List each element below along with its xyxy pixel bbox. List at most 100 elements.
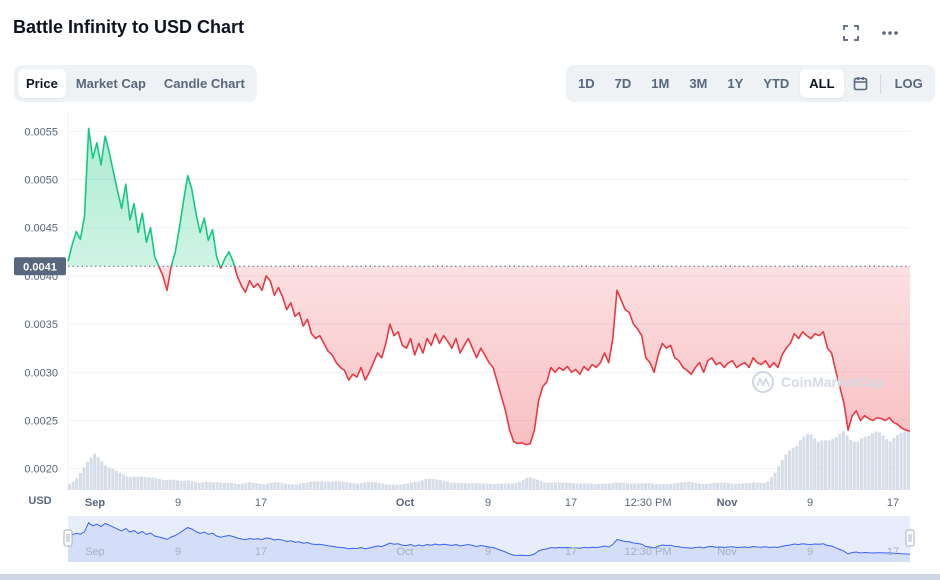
volume-bar [784,454,788,490]
volume-bar [392,484,395,490]
volume-bar [438,480,442,490]
volume-bar [500,483,503,490]
volume-bar [604,483,608,490]
volume-bar [381,483,385,490]
volume-bar [644,483,647,490]
volume-bar [363,482,367,490]
range-3m[interactable]: 3M [689,76,708,91]
volume-bar [219,482,223,490]
volume-bar [744,483,748,490]
volume-bar [471,483,475,490]
navigator-tick-label: Nov [717,546,737,558]
range-all[interactable]: ALL [800,69,844,98]
volume-bar [561,482,565,490]
volume-bar [269,482,273,490]
y-tick-label: 0.0030 [24,367,58,379]
volume-bar [856,441,860,490]
volume-bar [294,484,298,490]
volume-bar [694,482,698,490]
area-below-reference [68,266,910,445]
volume-bar [154,478,158,490]
x-tick-label: 17 [565,497,577,509]
volume-bar [334,481,338,490]
volume-bar [575,483,579,490]
volume-bar [536,479,539,490]
navigator-line [67,521,911,557]
volume-bar [233,483,237,490]
calendar-icon[interactable] [846,69,875,98]
volume-bar [777,466,781,490]
volume-bar [125,476,129,490]
more-dots-icon[interactable] [881,24,899,42]
toolbar-divider [879,73,881,94]
navigator-handle-left[interactable] [63,529,73,547]
volume-bar [183,480,187,490]
volume-bar [543,482,547,490]
volume-bar [485,483,489,490]
volume-bar [528,477,532,490]
tab-market-cap[interactable]: Market Cap [75,76,146,91]
volume-bar [431,478,435,490]
range-navigator: Sep 9 17 Oct 9 17 12:30 PM Nov 9 17 [63,516,915,562]
volume-bar [813,438,817,490]
y-tick-label: 0.0050 [24,174,58,186]
navigator-tick-label: 9 [175,546,181,558]
area-above-reference [68,128,235,267]
volume-bar [251,482,255,490]
volume-bar [795,446,799,490]
volume-bar [885,439,889,490]
volume-bar [150,477,154,490]
volume-bar [615,482,619,490]
volume-bar [489,483,493,490]
volume-bar [600,483,604,490]
volume-bar [330,481,334,490]
volume-bar [640,483,644,490]
volume-bar [402,483,406,490]
watermark-logo [752,371,774,393]
volume-bar [546,482,550,490]
range-7d[interactable]: 7D [614,76,632,91]
volume-bar [374,482,377,490]
volume-bar [568,482,572,490]
volume-bar [284,483,287,490]
volume-bar [464,483,467,490]
x-tick-label: Nov [717,497,739,509]
volume-bar [881,435,885,490]
volume-bar [748,482,752,490]
volume-bar [384,484,388,490]
volume-bar [456,482,460,490]
volume-bar [593,483,597,490]
fullscreen-icon[interactable] [842,24,860,42]
volume-bar [478,483,482,490]
volume-bar [507,483,511,490]
volume-bar [248,482,251,490]
x-tick-label: Oct [396,497,415,509]
navigator-tick-label: 17 [887,546,899,558]
volume-bar [687,481,691,490]
navigator-handle-right[interactable] [905,529,915,547]
x-tick-label: 9 [485,497,491,509]
volume-bar [690,482,694,490]
chart-type-tabs: Price Market Cap Candle Chart [14,65,257,102]
volume-bar [849,440,853,490]
volume-bar [302,482,305,490]
tab-candle-chart[interactable]: Candle Chart [163,76,245,91]
volume-bar [863,436,867,490]
volume-bar [100,461,104,490]
range-ytd[interactable]: YTD [763,76,790,91]
log-toggle[interactable]: LOG [894,76,923,91]
volume-bar [572,483,575,490]
volume-bar [240,483,244,490]
volume-bar [410,482,413,490]
volume-bar [197,482,201,490]
range-1y[interactable]: 1Y [727,76,744,91]
tab-price[interactable]: Price [18,69,66,98]
volume-bar [208,481,212,490]
volume-bar [316,481,320,490]
range-1d[interactable]: 1D [578,76,595,91]
volume-bar [366,481,370,490]
volume-bar [230,482,233,490]
range-1m[interactable]: 1M [651,76,670,91]
volume-bar [708,483,712,490]
